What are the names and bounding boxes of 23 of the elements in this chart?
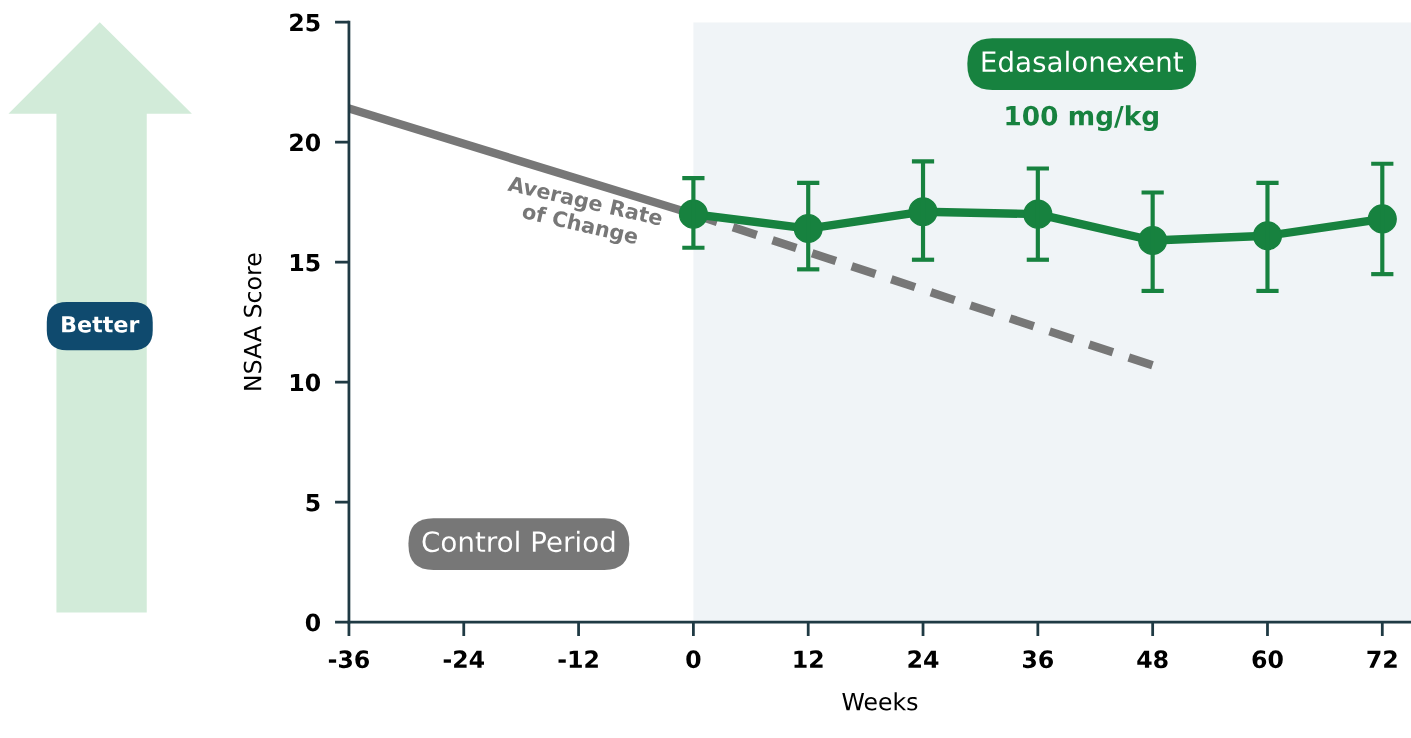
x-tick-label: -12 — [558, 650, 598, 668]
x-tick-label: 12 — [794, 650, 823, 668]
annotation: Control Period — [422, 530, 615, 553]
x-axis-title: Weeks — [842, 692, 918, 711]
x-tick-label: 0 — [686, 650, 701, 669]
x-tick-label: 48 — [1137, 650, 1168, 669]
y-tick-label: 20 — [290, 133, 321, 152]
text: Better — [62, 316, 140, 333]
x-tick-label: 60 — [1252, 650, 1283, 669]
annotation: 100 mg/kg — [1006, 105, 1158, 132]
y-tick-label: 10 — [290, 373, 321, 392]
x-tick-label: -24 — [443, 650, 484, 668]
x-tick-label: 72 — [1367, 650, 1397, 668]
y-tick-label: 15 — [290, 253, 320, 272]
y-axis-title: NSAA Score — [243, 253, 262, 390]
y-tick-label: 25 — [290, 13, 320, 32]
annotation: Average Rate of Change — [506, 175, 664, 249]
x-tick-label: 36 — [1022, 650, 1053, 669]
annotation: Edasalonexent — [982, 50, 1183, 73]
x-tick-label: 24 — [908, 650, 939, 668]
y-tick-label: 5 — [306, 493, 320, 512]
y-tick-label: 0 — [305, 613, 321, 632]
x-tick-label: -36 — [328, 650, 369, 669]
